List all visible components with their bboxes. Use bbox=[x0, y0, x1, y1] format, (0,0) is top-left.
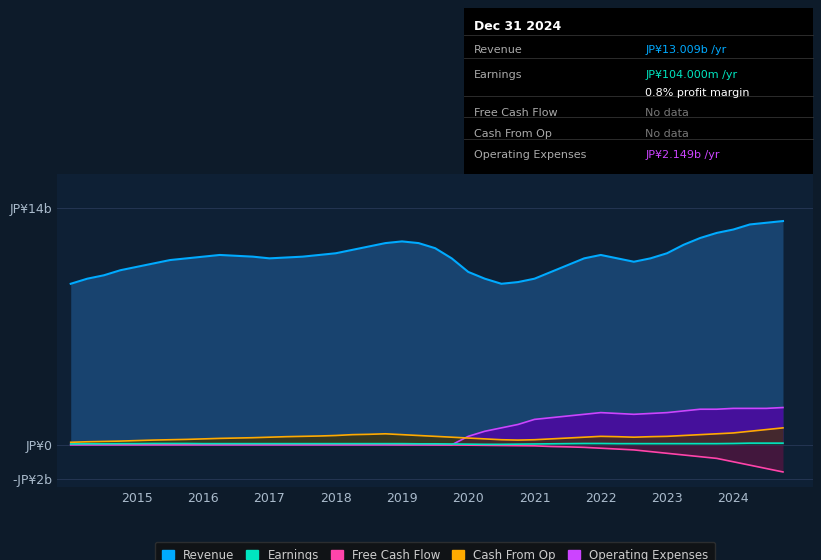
Text: Operating Expenses: Operating Expenses bbox=[475, 151, 587, 161]
Text: 0.8% profit margin: 0.8% profit margin bbox=[645, 88, 750, 97]
Text: JP¥104.000m /yr: JP¥104.000m /yr bbox=[645, 69, 737, 80]
Legend: Revenue, Earnings, Free Cash Flow, Cash From Op, Operating Expenses: Revenue, Earnings, Free Cash Flow, Cash … bbox=[155, 542, 715, 560]
Text: Free Cash Flow: Free Cash Flow bbox=[475, 108, 558, 118]
Text: JP¥2.149b /yr: JP¥2.149b /yr bbox=[645, 151, 720, 161]
Text: No data: No data bbox=[645, 108, 689, 118]
Text: Earnings: Earnings bbox=[475, 69, 523, 80]
Text: Dec 31 2024: Dec 31 2024 bbox=[475, 20, 562, 33]
Text: Revenue: Revenue bbox=[475, 45, 523, 55]
Text: No data: No data bbox=[645, 129, 689, 139]
Text: JP¥13.009b /yr: JP¥13.009b /yr bbox=[645, 45, 727, 55]
Text: Cash From Op: Cash From Op bbox=[475, 129, 553, 139]
